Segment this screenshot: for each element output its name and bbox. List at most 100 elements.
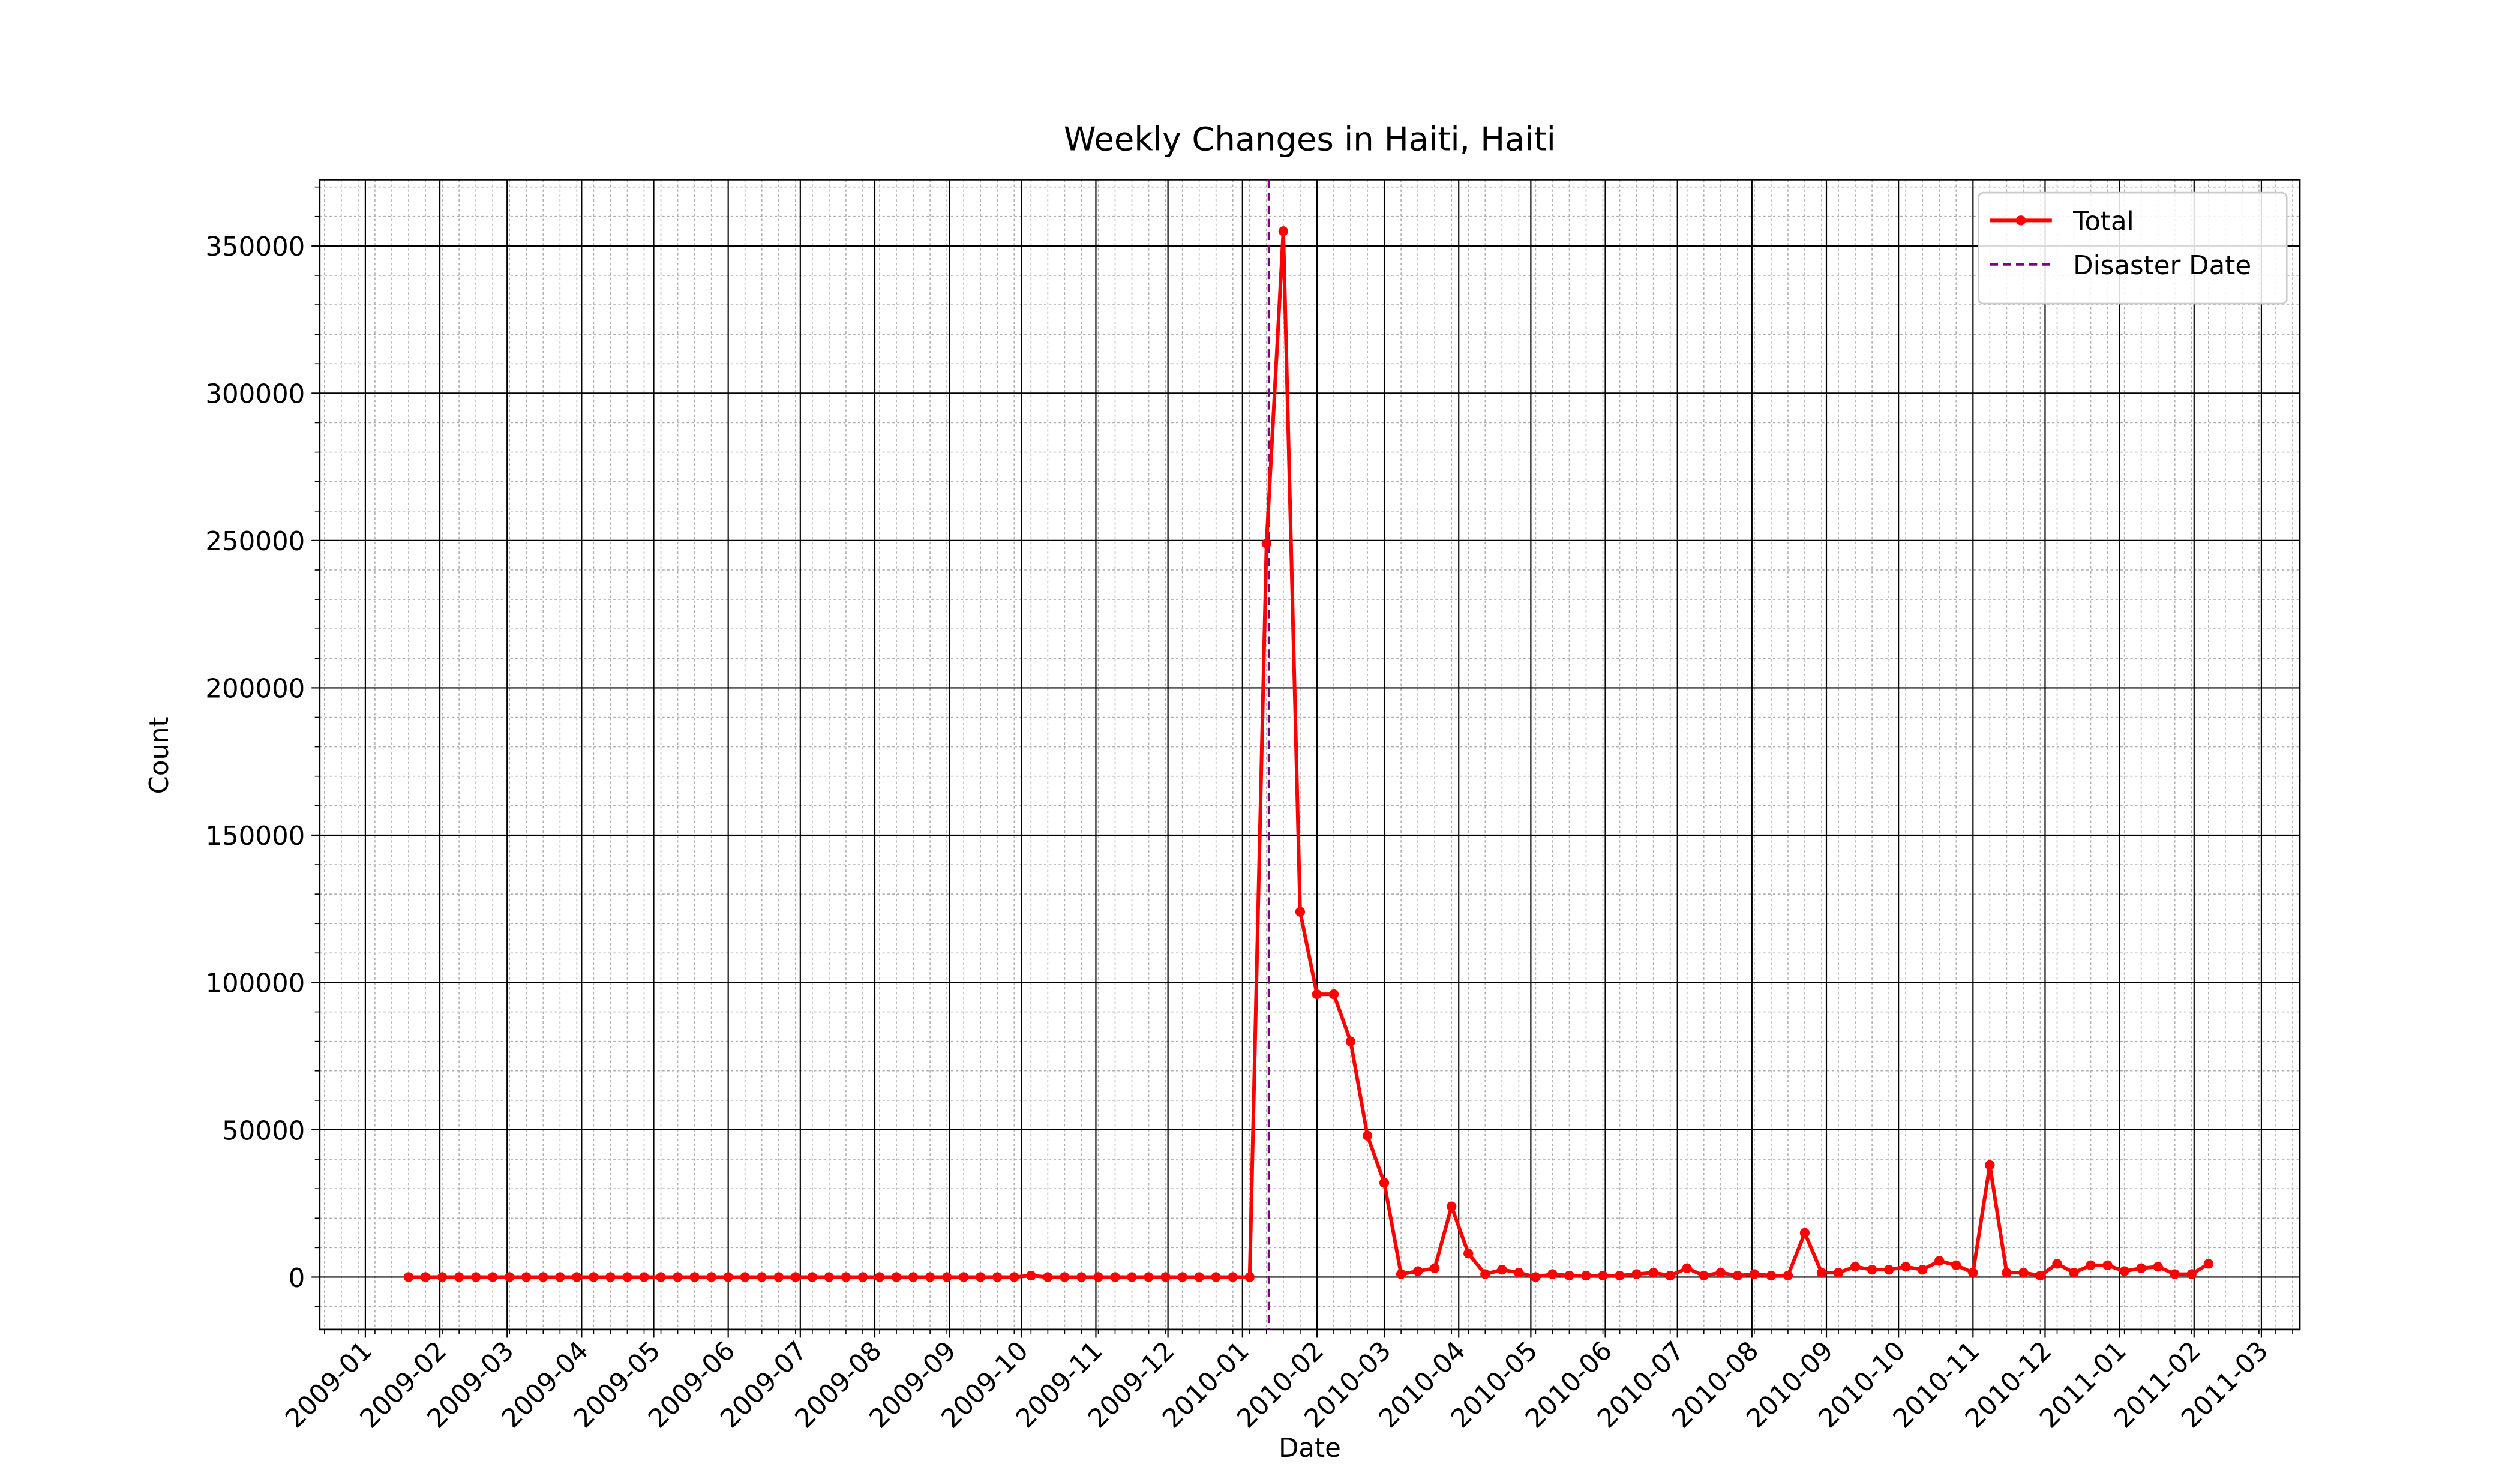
data-point [740,1272,750,1282]
data-point [656,1272,666,1282]
data-point [1261,538,1271,548]
data-point [689,1272,700,1282]
data-point [1177,1272,1187,1282]
data-point [773,1272,784,1282]
data-point [891,1272,902,1282]
data-point [1598,1270,1608,1281]
data-point [1901,1262,1911,1272]
data-point [1968,1267,1978,1278]
y-axis-label: Count [145,716,175,794]
data-point [521,1272,532,1282]
data-point [1514,1267,1524,1278]
data-point [454,1272,464,1282]
data-point [639,1272,649,1282]
data-point [1345,1036,1356,1046]
data-point [605,1272,616,1282]
data-point [723,1272,733,1282]
data-point [555,1272,565,1282]
y-tick-label: 100000 [205,969,305,999]
data-point [2086,1260,2096,1270]
data-point [1026,1270,1036,1281]
data-point [1732,1270,1742,1281]
legend-box [1978,191,2288,305]
x-axis-label: Date [1279,1433,1341,1463]
legend-label: Total [2072,207,2134,237]
data-point [1766,1270,1777,1281]
data-point [874,1272,885,1282]
plot-frame [319,179,2301,1331]
chart-title: Weekly Changes in Haiti, Haiti [1064,120,1556,158]
data-point [1060,1272,1070,1282]
data-point [1244,1272,1255,1282]
data-point [1463,1249,1474,1259]
data-point [1009,1272,1019,1282]
data-point [1985,1160,1995,1171]
data-point [1228,1272,1238,1282]
data-point [673,1272,683,1282]
legend-marker [2016,215,2026,226]
data-point [1093,1272,1103,1282]
data-point [1648,1267,1658,1278]
data-point [908,1272,919,1282]
data-point [2018,1267,2029,1278]
data-point [1497,1265,1507,1275]
data-point [1278,226,1289,236]
y-tick-label: 0 [289,1264,305,1294]
data-point [420,1272,431,1282]
data-point [1749,1269,1760,1279]
legend-label: Disaster Date [2073,251,2251,281]
data-point [1295,907,1306,917]
data-point [1867,1265,1877,1275]
data-point [2035,1270,2045,1281]
data-point [1564,1270,1574,1281]
data-point [1816,1267,1827,1278]
data-point [470,1272,481,1282]
y-tick-label: 150000 [205,821,305,851]
data-point [1934,1256,1945,1266]
y-tick-label: 200000 [205,674,305,704]
data-point [1715,1267,1726,1278]
data-point [1144,1272,1154,1282]
data-point [488,1272,498,1282]
y-tick-label: 300000 [205,380,305,410]
data-point [1665,1270,1675,1281]
data-point [2052,1259,2062,1269]
data-point [1379,1178,1390,1188]
data-point [1783,1270,1793,1281]
data-point [941,1272,952,1282]
data-point [790,1272,800,1282]
data-point [1430,1263,1440,1273]
data-point [1328,989,1339,1000]
data-point [1682,1263,1692,1273]
data-point [2002,1267,2012,1278]
data-point [1531,1272,1541,1282]
data-point [1850,1262,1861,1272]
data-point [807,1272,818,1282]
data-point [1076,1272,1087,1282]
y-tick-label: 50000 [222,1116,305,1146]
data-point [1918,1265,1928,1275]
data-point [1412,1266,1423,1276]
data-point [2186,1269,2197,1279]
data-point [2170,1269,2180,1279]
data-point [1547,1269,1558,1279]
data-point [1833,1267,1844,1278]
data-point [505,1272,515,1282]
data-point [925,1272,935,1282]
data-point [2203,1259,2213,1269]
data-point [757,1272,767,1282]
y-tick-label: 350000 [205,232,305,262]
data-point [1631,1269,1642,1279]
data-point [1615,1270,1625,1281]
data-point [2102,1260,2113,1270]
data-point [992,1272,1003,1282]
data-point [706,1272,716,1282]
data-point [1110,1272,1120,1282]
data-point [1312,989,1322,1000]
data-point [538,1272,548,1282]
data-point [857,1272,868,1282]
data-point [2136,1263,2146,1273]
data-point [959,1272,969,1282]
data-point [841,1272,851,1282]
